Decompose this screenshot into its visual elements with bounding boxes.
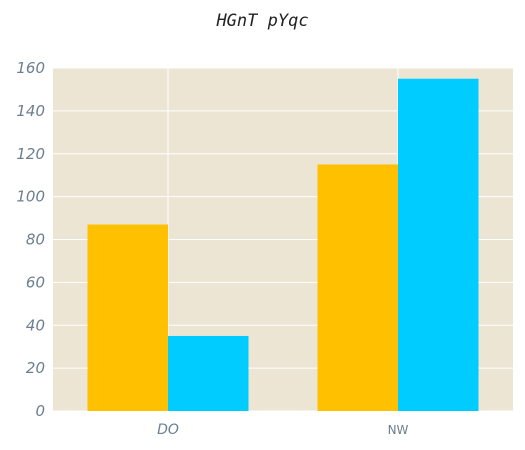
bars: [87, 78, 479, 411]
y-tick-label: 80: [26, 231, 45, 249]
bar-NW-series-2: [398, 78, 479, 411]
y-tick-label: 160: [16, 59, 45, 77]
y-tick-label: 140: [16, 102, 45, 120]
y-tick-label: 120: [16, 145, 45, 163]
x-tick-label: NW: [388, 423, 409, 437]
x-tick-label: DO: [157, 422, 179, 438]
y-tick-label: 0: [35, 402, 45, 420]
bar-DO-series-2: [168, 335, 249, 411]
y-axis: 0 20 40 60 80 100 120 140 160: [16, 59, 45, 420]
bar-DO-series-1: [87, 224, 168, 411]
y-tick-label: 100: [16, 188, 45, 206]
bar-NW-series-1: [317, 164, 398, 411]
y-tick-label: 20: [26, 359, 45, 377]
y-tick-label: 40: [26, 316, 45, 334]
chart-title: HGnT pYqc: [216, 11, 309, 31]
x-axis: DO NW: [157, 422, 408, 438]
y-tick-label: 60: [26, 273, 45, 291]
